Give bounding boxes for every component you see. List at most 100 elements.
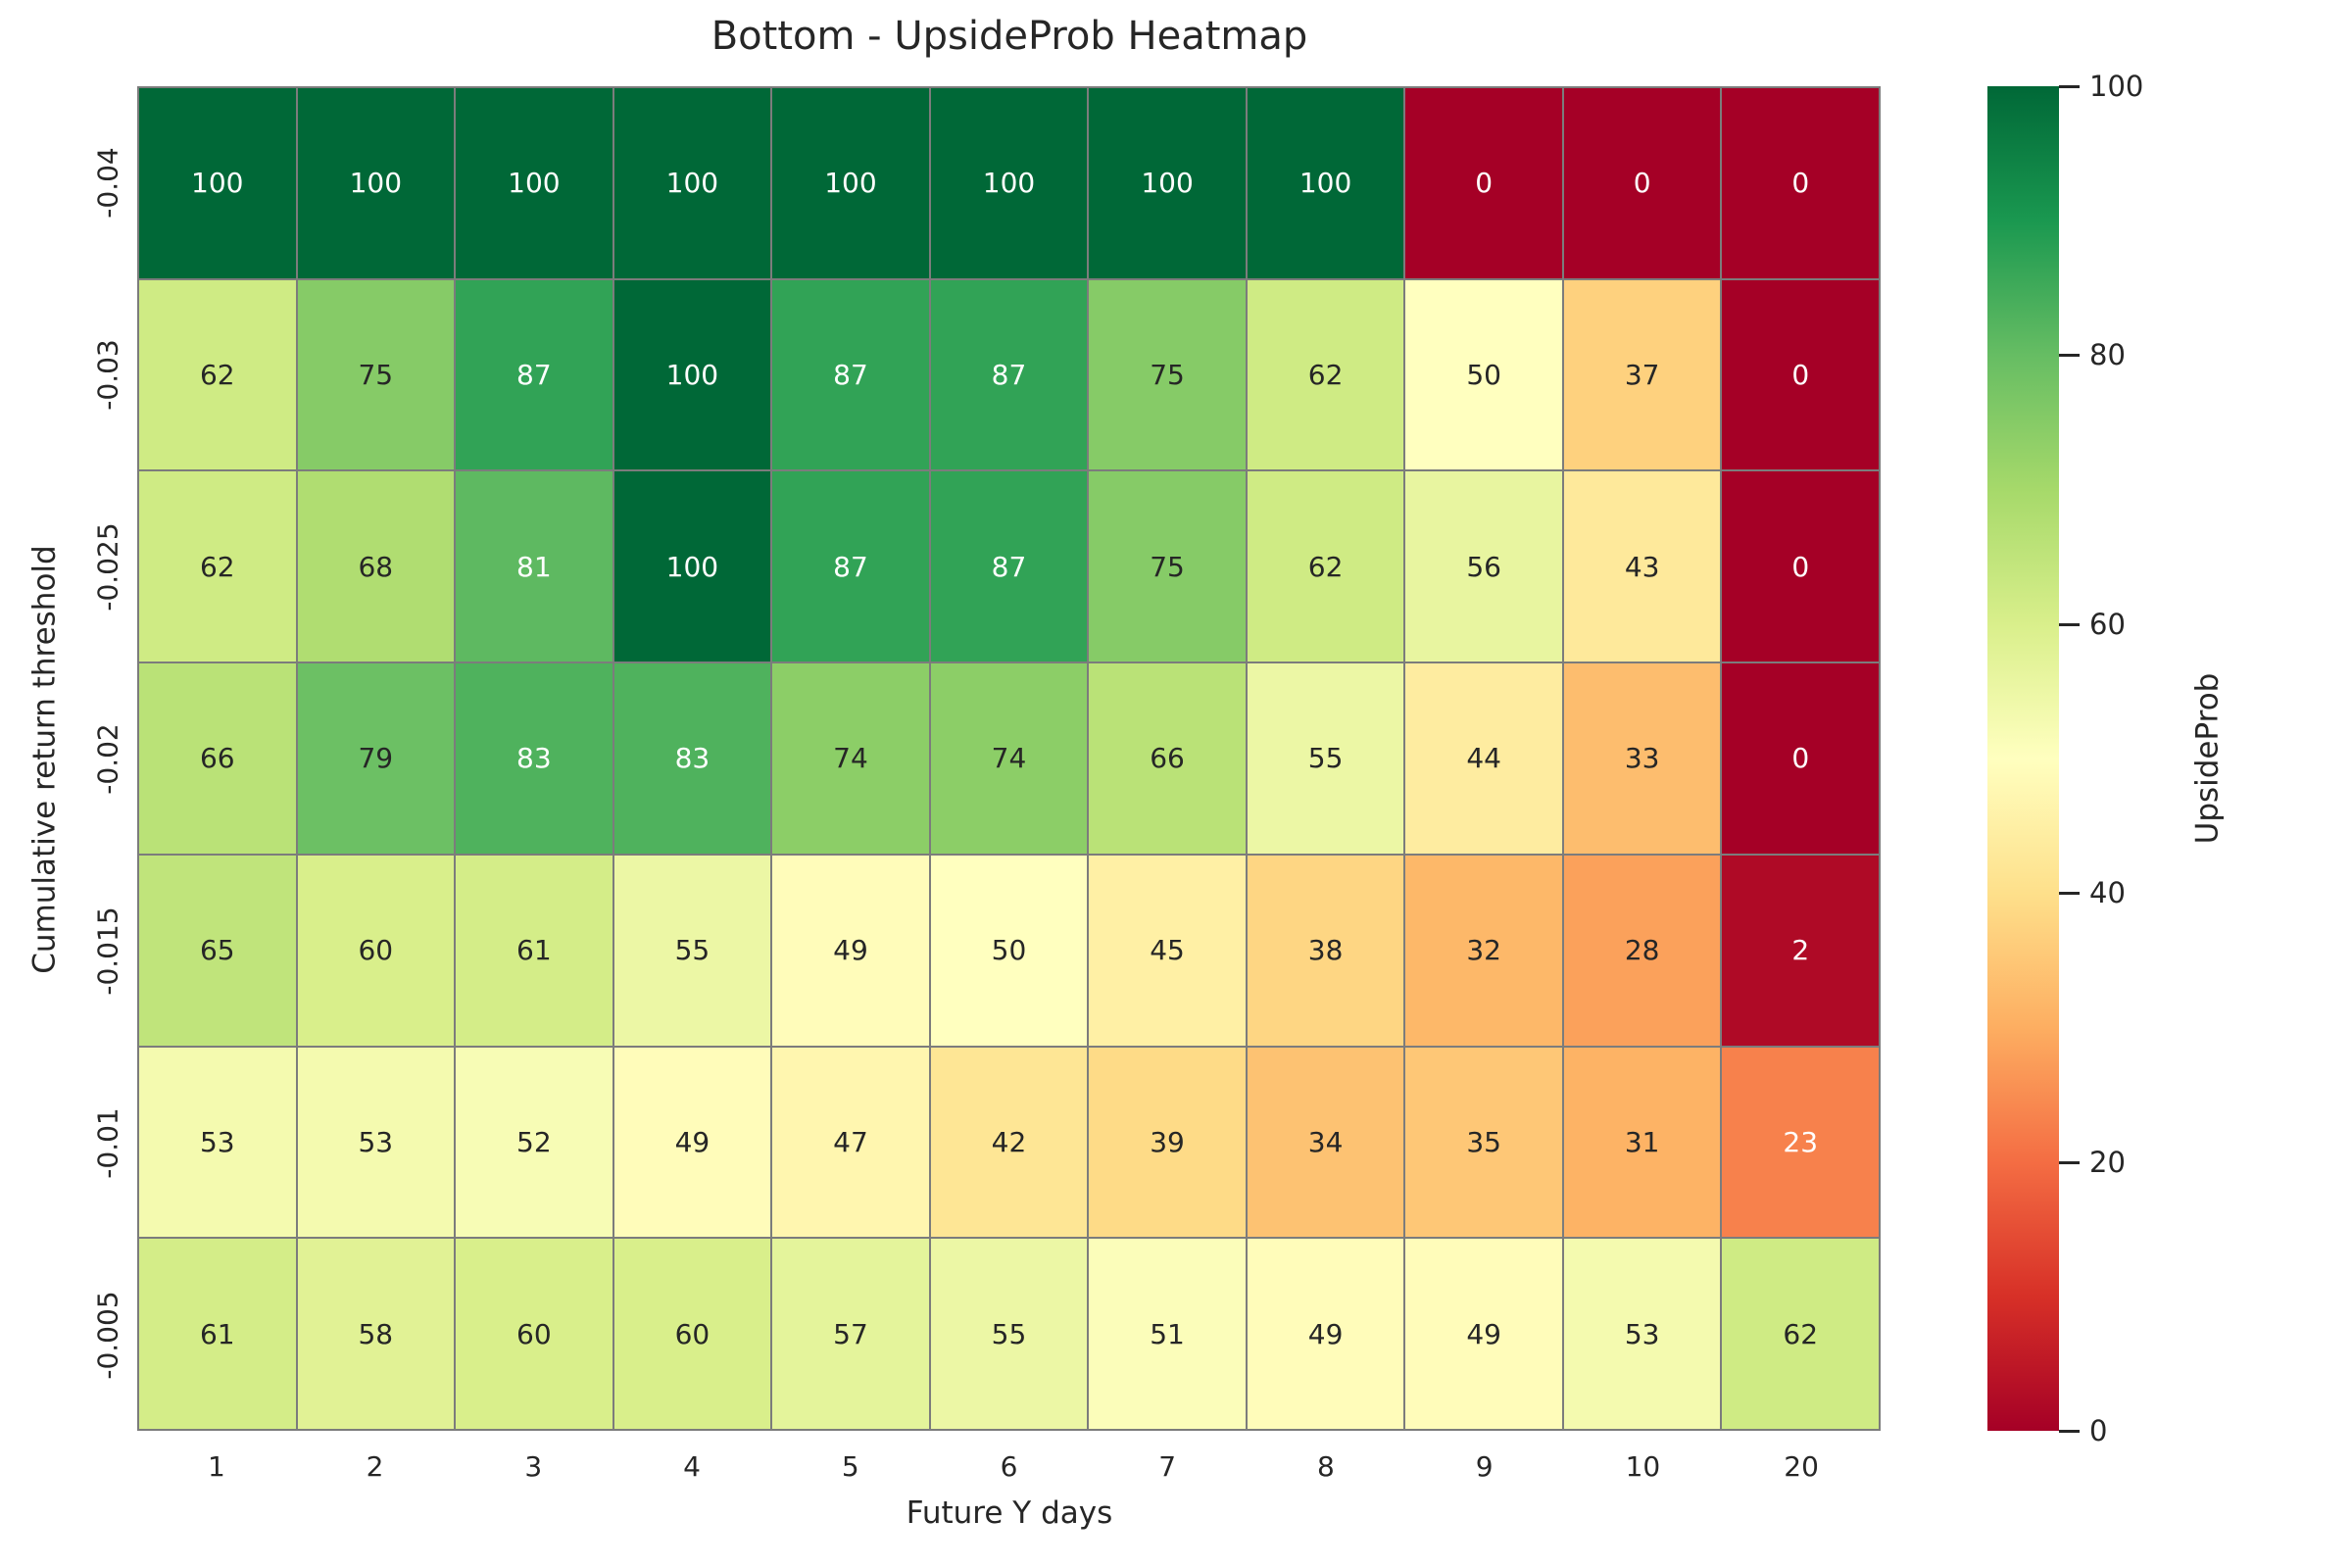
heatmap-cell: 66 <box>1089 663 1246 854</box>
heatmap-cell: 49 <box>1405 1239 1562 1429</box>
heatmap-cell: 33 <box>1563 663 1721 854</box>
cell-value: 62 <box>1307 550 1344 583</box>
colorbar-tick-mark <box>2059 622 2080 626</box>
cell-value: 60 <box>674 1317 710 1350</box>
cell-value: 53 <box>199 1125 235 1158</box>
heatmap-cell: 62 <box>139 471 296 662</box>
cell-value: 81 <box>516 550 552 583</box>
cell-value: 83 <box>516 742 552 775</box>
cell-value: 38 <box>1307 934 1344 967</box>
chart-title: Bottom - UpsideProb Heatmap <box>710 14 1308 59</box>
cell-value: 100 <box>982 167 1036 200</box>
heatmap-cell: 0 <box>1563 88 1721 278</box>
cell-value: 55 <box>1307 742 1344 775</box>
heatmap-cell: 100 <box>456 88 612 278</box>
cell-value: 62 <box>199 359 235 392</box>
cell-value: 62 <box>199 550 235 583</box>
cell-value: 57 <box>833 1317 868 1350</box>
cell-value: 49 <box>1307 1317 1344 1350</box>
cell-value: 47 <box>833 1125 868 1158</box>
cell-value: 65 <box>199 934 235 967</box>
x-tick-label: 6 <box>1000 1450 1018 1483</box>
heatmap-grid: 100 100 100 100 100 100 100 100 0 0 0 62 75 87 100 87 87… <box>137 86 1881 1431</box>
cell-value: 43 <box>1624 550 1660 583</box>
cell-value: 100 <box>1298 167 1352 200</box>
heatmap-cell: 55 <box>1247 663 1404 854</box>
heatmap-cell: 75 <box>1089 471 1246 662</box>
heatmap-cell: 50 <box>930 855 1088 1046</box>
cell-value: 53 <box>358 1125 394 1158</box>
cell-value: 66 <box>1150 742 1185 775</box>
x-tick-label: 5 <box>841 1450 859 1483</box>
heatmap-cell: 87 <box>456 279 612 470</box>
heatmap-cell: 51 <box>1089 1239 1246 1429</box>
heatmap-cell: 60 <box>456 1239 612 1429</box>
cell-value: 79 <box>358 742 394 775</box>
heatmap-cell: 100 <box>613 88 771 278</box>
heatmap-cell: 0 <box>1722 88 1879 278</box>
x-tick-label: 1 <box>207 1450 225 1483</box>
heatmap-cell: 45 <box>1089 855 1246 1046</box>
colorbar-gradient <box>1987 86 2059 1431</box>
colorbar-tick-mark <box>2059 85 2080 88</box>
heatmap-cell: 100 <box>930 88 1088 278</box>
x-tick-label: 4 <box>683 1450 701 1483</box>
heatmap-cell: 66 <box>139 663 296 854</box>
cell-value: 34 <box>1307 1125 1344 1158</box>
cell-value: 100 <box>824 167 877 200</box>
cell-value: 55 <box>674 934 710 967</box>
cell-value: 100 <box>665 359 719 392</box>
heatmap-cell: 100 <box>613 279 771 470</box>
cell-value: 87 <box>833 359 868 392</box>
heatmap-cell: 75 <box>297 279 455 470</box>
colorbar-tick-mark <box>2059 1160 2080 1164</box>
cell-value: 100 <box>191 167 244 200</box>
cell-value: 83 <box>674 742 710 775</box>
x-axis-label: Future Y days <box>906 1495 1113 1531</box>
cell-value: 75 <box>358 359 394 392</box>
heatmap-cell: 0 <box>1722 279 1879 470</box>
x-tick-label: 8 <box>1317 1450 1335 1483</box>
x-tick-label: 2 <box>366 1450 384 1483</box>
cell-value: 62 <box>1307 359 1344 392</box>
heatmap-cell: 74 <box>930 663 1088 854</box>
cell-value: 0 <box>1791 167 1810 200</box>
heatmap-cell: 0 <box>1722 471 1879 662</box>
cell-value: 87 <box>516 359 552 392</box>
heatmap-cell: 62 <box>1247 279 1404 470</box>
x-tick-label: 9 <box>1475 1450 1494 1483</box>
heatmap-cell: 23 <box>1722 1047 1879 1238</box>
cell-value: 51 <box>1150 1317 1185 1350</box>
x-tick-label: 3 <box>524 1450 543 1483</box>
heatmap-cell: 62 <box>1722 1239 1879 1429</box>
heatmap-cell: 100 <box>297 88 455 278</box>
cell-value: 74 <box>991 742 1027 775</box>
cell-value: 56 <box>1466 550 1501 583</box>
heatmap-cell: 62 <box>139 279 296 470</box>
cell-value: 87 <box>833 550 868 583</box>
cell-value: 35 <box>1466 1125 1501 1158</box>
heatmap-cell: 65 <box>139 855 296 1046</box>
cell-value: 0 <box>1791 550 1810 583</box>
cell-value: 33 <box>1624 742 1660 775</box>
heatmap-cell: 49 <box>1247 1239 1404 1429</box>
heatmap-cell: 87 <box>930 471 1088 662</box>
colorbar-tick-mark <box>2059 1430 2080 1433</box>
cell-value: 75 <box>1150 550 1185 583</box>
cell-value: 100 <box>508 167 561 200</box>
heatmap-cell: 100 <box>139 88 296 278</box>
cell-value: 2 <box>1791 934 1810 967</box>
heatmap-cell: 68 <box>297 471 455 662</box>
cell-value: 37 <box>1624 359 1660 392</box>
cell-value: 87 <box>991 359 1027 392</box>
cell-value: 44 <box>1466 742 1501 775</box>
cell-value: 66 <box>199 742 235 775</box>
cell-value: 50 <box>991 934 1027 967</box>
cell-value: 49 <box>833 934 868 967</box>
heatmap-cell: 87 <box>930 279 1088 470</box>
heatmap-cell: 47 <box>772 1047 929 1238</box>
cell-value: 74 <box>833 742 868 775</box>
heatmap-cell: 100 <box>1247 88 1404 278</box>
cell-value: 45 <box>1150 934 1185 967</box>
colorbar-tick-mark <box>2059 892 2080 896</box>
